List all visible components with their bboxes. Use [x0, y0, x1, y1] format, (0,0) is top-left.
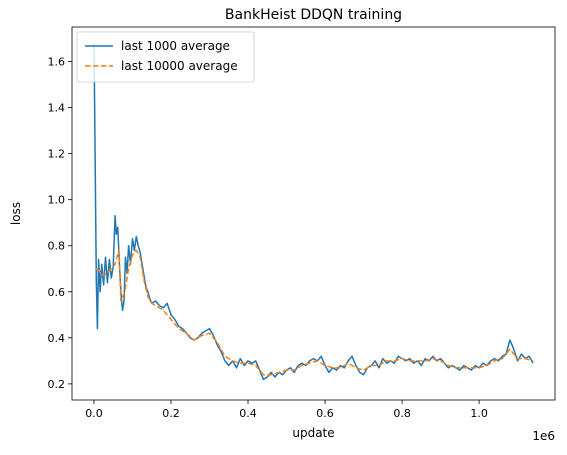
x-tick-label: 0.2 — [162, 407, 180, 420]
y-tick-label: 0.4 — [48, 332, 66, 345]
x-tick-label: 0.0 — [85, 407, 103, 420]
series-line-last-1000 — [93, 43, 534, 381]
x-tick-label: 0.6 — [316, 407, 334, 420]
y-tick-label: 1.6 — [48, 56, 66, 69]
y-tick-label: 0.2 — [48, 378, 66, 391]
y-tick-label: 0.8 — [48, 240, 66, 253]
y-tick-label: 1.0 — [48, 194, 66, 207]
x-axis-label: update — [292, 426, 334, 440]
axes-frame — [71, 26, 556, 401]
legend: last 1000 average last 10000 average — [76, 31, 255, 83]
x-axis-offset-label: 1e6 — [532, 429, 555, 443]
x-tick-label: 0.8 — [393, 407, 411, 420]
chart-title: BankHeist DDQN training — [225, 7, 402, 23]
legend-label-last-1000: last 1000 average — [121, 39, 230, 53]
x-tick-label: 0.4 — [239, 407, 257, 420]
y-tick-label: 0.6 — [48, 286, 66, 299]
x-tick-label: 1.0 — [470, 407, 488, 420]
legend-label-last-10000: last 10000 average — [121, 59, 238, 73]
series-line-last-10000 — [95, 249, 534, 376]
y-tick-label: 1.2 — [48, 148, 66, 161]
y-axis-ticks: 0.2 0.4 0.6 0.8 1.0 1.2 1.4 1.6 — [48, 56, 72, 391]
y-tick-label: 1.4 — [48, 102, 66, 115]
y-axis-label: loss — [9, 202, 23, 225]
x-axis-ticks: 0.0 0.2 0.4 0.6 0.8 1.0 — [85, 400, 488, 420]
legend-box — [76, 31, 255, 83]
